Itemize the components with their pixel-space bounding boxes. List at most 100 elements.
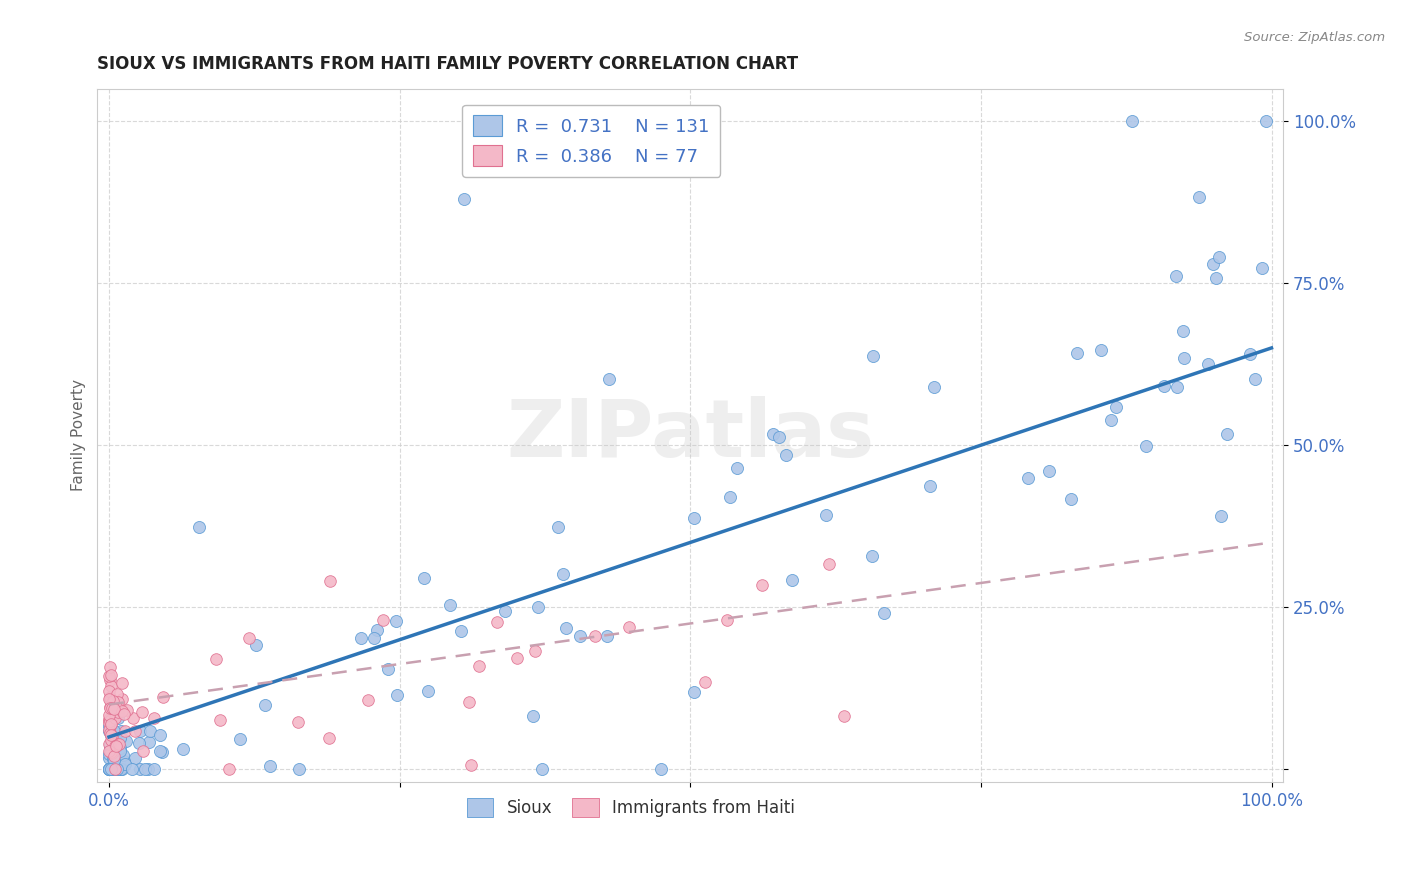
Point	[105, 700, 128, 714]
Point	[100, 728, 122, 742]
Point	[523, 643, 546, 657]
Point	[768, 430, 790, 444]
Point	[751, 578, 773, 592]
Point	[122, 710, 145, 724]
Point	[815, 508, 838, 522]
Point	[238, 632, 260, 646]
Point	[598, 372, 620, 386]
Point	[98, 692, 121, 706]
Point	[98, 763, 121, 777]
Point	[103, 763, 125, 777]
Point	[1251, 260, 1274, 275]
Point	[371, 613, 394, 627]
Point	[103, 753, 125, 767]
Point	[112, 754, 135, 768]
Point	[1202, 257, 1225, 271]
Point	[112, 747, 135, 762]
Point	[105, 736, 128, 750]
Point	[104, 763, 127, 777]
Point	[1239, 347, 1261, 361]
Point	[100, 716, 122, 731]
Point	[583, 629, 606, 643]
Point	[1017, 471, 1039, 485]
Point	[288, 763, 311, 777]
Point	[617, 620, 640, 634]
Point	[1244, 372, 1267, 386]
Point	[775, 449, 797, 463]
Point	[366, 624, 388, 638]
Point	[107, 763, 129, 777]
Point	[98, 713, 121, 727]
Point	[416, 684, 439, 698]
Point	[1216, 426, 1239, 441]
Point	[818, 558, 841, 572]
Point	[832, 709, 855, 723]
Point	[458, 695, 481, 709]
Point	[98, 763, 121, 777]
Point	[547, 519, 569, 533]
Point	[596, 629, 619, 643]
Point	[98, 691, 121, 706]
Point	[100, 763, 122, 777]
Point	[98, 762, 121, 776]
Point	[100, 728, 122, 742]
Point	[114, 757, 136, 772]
Point	[114, 724, 136, 739]
Point	[922, 380, 945, 394]
Point	[1254, 114, 1277, 128]
Point	[862, 350, 884, 364]
Point	[111, 675, 134, 690]
Point	[254, 698, 277, 712]
Point	[725, 461, 748, 475]
Point	[98, 701, 121, 715]
Point	[98, 700, 121, 714]
Point	[103, 763, 125, 777]
Point	[319, 574, 342, 588]
Point	[143, 711, 166, 725]
Point	[1164, 269, 1187, 284]
Point	[152, 690, 174, 705]
Point	[716, 613, 738, 627]
Point	[103, 702, 125, 716]
Point	[439, 598, 461, 612]
Point	[142, 763, 165, 777]
Point	[100, 701, 122, 715]
Point	[98, 723, 121, 737]
Point	[108, 756, 131, 771]
Point	[115, 733, 138, 747]
Point	[98, 690, 121, 704]
Point	[100, 745, 122, 759]
Point	[682, 685, 704, 699]
Point	[101, 696, 124, 710]
Point	[103, 724, 125, 739]
Point	[1038, 464, 1060, 478]
Point	[1121, 114, 1143, 128]
Point	[245, 639, 267, 653]
Point	[98, 763, 121, 777]
Point	[104, 726, 127, 740]
Point	[98, 763, 121, 777]
Point	[110, 763, 132, 777]
Point	[1060, 491, 1083, 506]
Point	[100, 742, 122, 756]
Point	[115, 703, 138, 717]
Point	[98, 763, 121, 777]
Text: ZIPatlas: ZIPatlas	[506, 396, 875, 475]
Point	[108, 763, 131, 777]
Point	[357, 693, 380, 707]
Point	[98, 714, 121, 729]
Point	[1197, 357, 1219, 371]
Point	[128, 736, 150, 750]
Point	[413, 571, 436, 585]
Point	[124, 751, 146, 765]
Point	[98, 737, 121, 751]
Point	[98, 738, 121, 752]
Point	[1135, 439, 1157, 453]
Point	[98, 747, 121, 761]
Y-axis label: Family Poverty: Family Poverty	[72, 379, 86, 491]
Text: Source: ZipAtlas.com: Source: ZipAtlas.com	[1244, 31, 1385, 45]
Point	[105, 762, 128, 776]
Point	[1209, 509, 1232, 524]
Point	[103, 760, 125, 774]
Point	[363, 632, 385, 646]
